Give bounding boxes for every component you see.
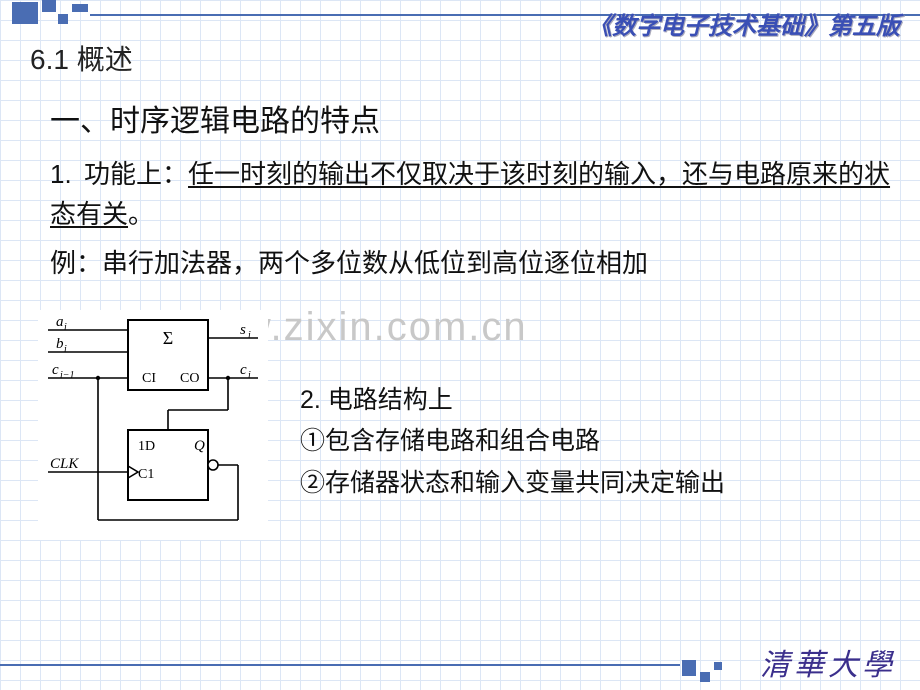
svg-text:i: i <box>248 370 251 381</box>
svg-text:CO: CO <box>180 371 199 386</box>
content-area: 6.1 概述 一、时序逻辑电路的特点 1.功能上：任一时刻的输出不仅取决于该时刻… <box>30 38 900 310</box>
point-1-tail: 。 <box>128 199 154 229</box>
svg-text:CI: CI <box>142 371 156 386</box>
svg-text:c: c <box>52 362 59 378</box>
svg-text:s: s <box>240 322 246 338</box>
point-2-item-1: ①包含存储电路和组合电路 <box>300 421 725 462</box>
svg-text:b: b <box>56 336 64 352</box>
svg-text:i−1: i−1 <box>60 370 75 381</box>
book-title: 《数字电子技术基础》第五版 <box>588 6 900 41</box>
point-1: 1.功能上：任一时刻的输出不仅取决于该时刻的输入，还与电路原来的状态有关。 <box>30 154 900 235</box>
svg-text:i: i <box>64 344 67 355</box>
svg-text:a: a <box>56 314 64 330</box>
section-number: 6.1 概述 <box>30 38 900 78</box>
svg-text:Σ: Σ <box>163 328 173 348</box>
point-2-item-2: ②存储器状态和输入变量共同决定输出 <box>300 463 725 504</box>
svg-text:1D: 1D <box>138 439 155 454</box>
circuit-diagram: Σ CI CO a i b i c i−1 s i c i 1D C1 CLK … <box>38 310 268 540</box>
point-2-title: 2. 电路结构上 <box>300 380 725 421</box>
example-text: 例：串行加法器，两个多位数从低位到高位逐位相加 <box>30 243 900 280</box>
svg-text:CLK: CLK <box>50 456 79 472</box>
section-heading: 一、时序逻辑电路的特点 <box>30 96 900 140</box>
svg-text:i: i <box>248 330 251 341</box>
svg-text:C1: C1 <box>138 467 154 482</box>
university-logo: 清華大學 <box>760 640 896 684</box>
point-1-prefix: 1. <box>50 154 84 194</box>
svg-text:i: i <box>64 322 67 333</box>
point-2-block: 2. 电路结构上 ①包含存储电路和组合电路 ②存储器状态和输入变量共同决定输出 <box>300 380 725 504</box>
svg-text:c: c <box>240 362 247 378</box>
point-1-lead: 功能上： <box>84 159 188 189</box>
svg-text:Q: Q <box>194 438 205 454</box>
